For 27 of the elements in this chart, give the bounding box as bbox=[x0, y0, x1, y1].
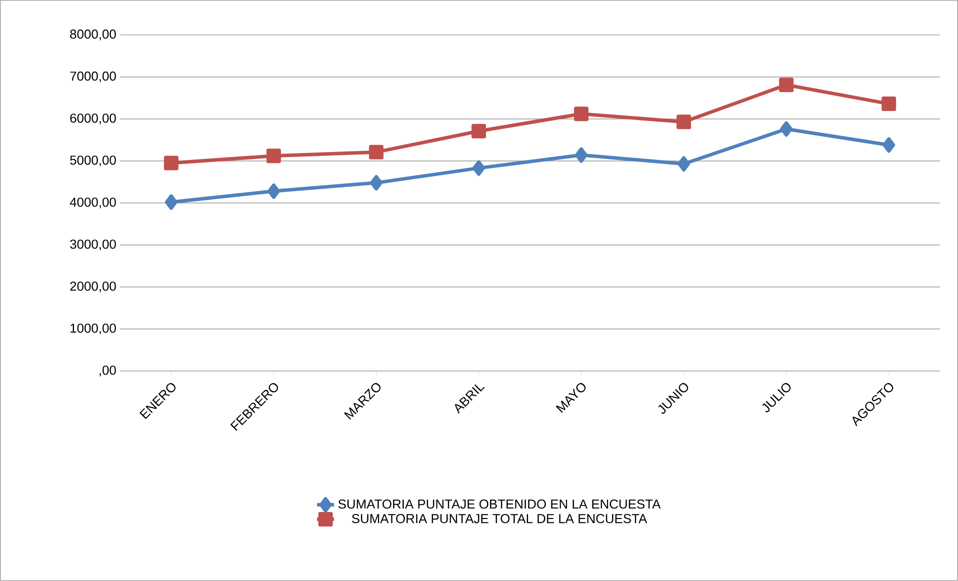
point bbox=[678, 156, 690, 172]
legend-label: SUMATORIA PUNTAJE TOTAL DE LA ENCUESTA bbox=[352, 514, 648, 524]
point bbox=[574, 106, 589, 122]
y-tick-label: 4000,00 bbox=[70, 198, 116, 208]
point bbox=[368, 144, 384, 160]
point bbox=[780, 121, 793, 137]
y-tick-label: 7000,00 bbox=[70, 72, 116, 82]
point bbox=[164, 194, 178, 210]
point bbox=[575, 147, 588, 163]
point bbox=[882, 137, 896, 153]
y-tick-label: 6000,00 bbox=[70, 114, 116, 124]
point bbox=[266, 148, 281, 164]
point bbox=[370, 175, 382, 191]
point bbox=[882, 96, 896, 112]
y-tick-label: 5000,00 bbox=[70, 156, 116, 166]
y-tick-label: 2000,00 bbox=[70, 282, 116, 292]
y-tick-label: 8000,00 bbox=[70, 30, 116, 40]
point bbox=[472, 160, 486, 176]
y-tick-label: ,00 bbox=[100, 366, 116, 376]
point bbox=[267, 183, 280, 199]
legend-label: SUMATORIA PUNTAJE OBTENIDO EN LA ENCUESTA bbox=[338, 500, 661, 509]
point bbox=[676, 114, 692, 130]
point bbox=[164, 156, 178, 170]
point bbox=[779, 78, 794, 92]
y-tick-label: 3000,00 bbox=[70, 240, 116, 250]
y-tick-label: 1000,00 bbox=[70, 324, 116, 334]
point bbox=[472, 124, 486, 138]
